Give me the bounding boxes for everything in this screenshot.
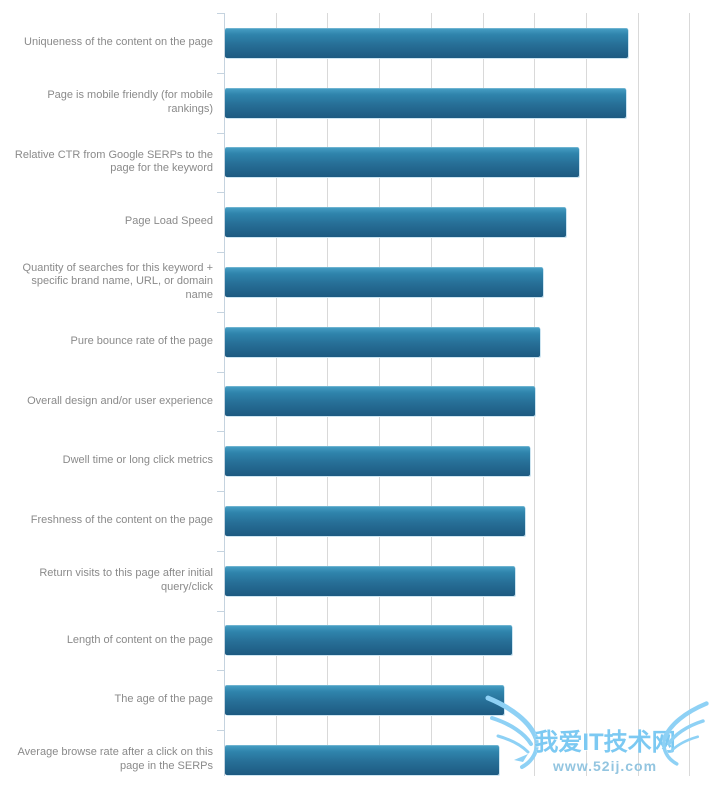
- axis-tick: [217, 72, 224, 74]
- x-gridline: [585, 13, 587, 776]
- bar: [225, 207, 567, 238]
- category-label: Overall design and/or user experience: [27, 394, 213, 407]
- axis-tick: [217, 132, 224, 134]
- axis-tick: [217, 610, 224, 612]
- bar: [225, 744, 499, 775]
- watermark-url: www.52ij.com: [552, 758, 658, 774]
- x-gridline: [689, 13, 691, 776]
- category-label: Quantity of searches for this keyword + …: [22, 261, 213, 301]
- category-label: Freshness of the content on the page: [30, 514, 213, 527]
- bar: [225, 27, 629, 58]
- bar: [225, 266, 543, 297]
- category-label: The age of the page: [114, 693, 213, 706]
- bar: [225, 147, 580, 178]
- watermark-text: 我爱IT技术网 www.52ij.com: [530, 722, 680, 774]
- axis-tick: [217, 431, 224, 433]
- category-label: Dwell time or long click metrics: [62, 454, 213, 467]
- axis-tick: [217, 371, 224, 373]
- axis-tick: [217, 311, 224, 313]
- watermark: 我爱IT技术网 www.52ij.com: [484, 692, 709, 776]
- category-label: Return visits to this page after initial…: [39, 567, 213, 593]
- axis-tick: [217, 491, 224, 492]
- axis-tick: [217, 252, 224, 253]
- bar: [225, 505, 525, 536]
- category-label: Uniqueness of the content on the page: [24, 36, 213, 49]
- bar: [225, 446, 531, 477]
- bar: [225, 326, 541, 357]
- category-label: Length of content on the page: [66, 633, 213, 646]
- right-wing-icon: [662, 701, 709, 766]
- category-label: Pure bounce rate of the page: [70, 334, 214, 347]
- axis-tick: [217, 670, 224, 672]
- bar: [225, 625, 512, 656]
- bar: [225, 386, 536, 417]
- x-gridline: [637, 13, 639, 776]
- category-label: Page is mobile friendly (for mobile rank…: [47, 89, 213, 115]
- category-label: Page Load Speed: [124, 215, 213, 228]
- axis-tick: [217, 550, 224, 552]
- axis-tick: [217, 13, 224, 14]
- bar: [225, 565, 515, 596]
- watermark-title: 我爱IT技术网: [534, 729, 676, 756]
- bar: [225, 685, 505, 716]
- axis-tick: [217, 192, 224, 194]
- bar: [225, 87, 626, 118]
- category-axis: [224, 13, 225, 776]
- category-label: Relative CTR from Google SERPs to the pa…: [14, 148, 213, 175]
- category-label: Average browse rate after a click on thi…: [17, 746, 213, 772]
- axis-tick: [217, 730, 224, 731]
- left-wing-icon: [485, 695, 539, 769]
